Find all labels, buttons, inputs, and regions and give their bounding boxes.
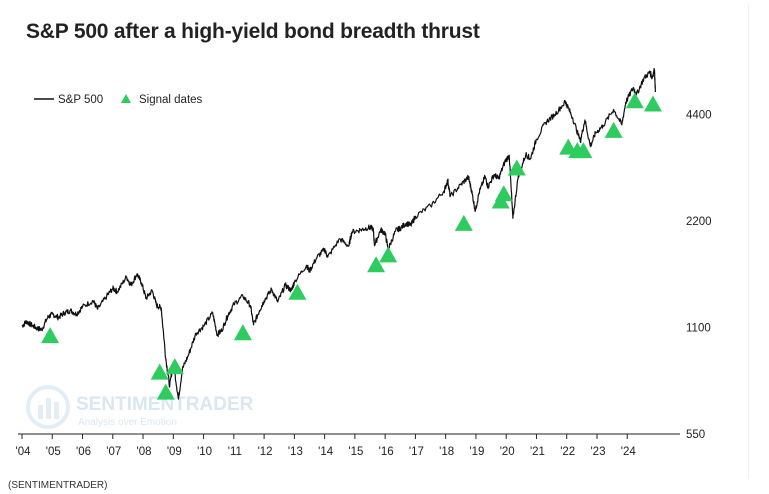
legend-triangle-swatch — [121, 94, 131, 103]
x-tick-label: '23 — [590, 446, 605, 458]
y-tick-label: 550 — [686, 429, 705, 441]
signal-markers — [41, 92, 662, 400]
signal-marker — [165, 358, 184, 375]
sp500-line — [21, 67, 656, 400]
signal-marker — [454, 214, 473, 231]
watermark-logo: SENTIMENTRADER Analysis over Emotion — [26, 385, 254, 429]
signal-marker — [379, 246, 398, 263]
signal-marker — [507, 159, 526, 176]
y-tick-label: 2200 — [686, 216, 712, 228]
x-tick-label: '12 — [258, 446, 273, 458]
signal-marker — [604, 121, 623, 138]
y-tick-label: 1100 — [686, 323, 711, 335]
chart-title: S&P 500 after a high-yield bond breadth … — [26, 20, 480, 43]
watermark-name: SENTIMENTRADER — [76, 394, 254, 415]
signal-marker — [367, 256, 386, 273]
x-tick-label: '16 — [379, 446, 394, 458]
y-axis-ticks: 550 1100 2200 4400 — [686, 110, 712, 441]
x-tick-label: '19 — [469, 446, 484, 458]
x-tick-label: '07 — [106, 446, 121, 458]
watermark-bar-3 — [54, 402, 59, 419]
x-tick-label: '09 — [167, 446, 182, 458]
x-tick-label: '21 — [530, 446, 545, 458]
x-tick-label: '20 — [500, 446, 515, 458]
x-tick-label: '10 — [197, 446, 212, 458]
x-tick-label: '15 — [348, 446, 363, 458]
x-tick-label: '11 — [228, 446, 242, 458]
x-axis-ticks: '04 '05 '06 '07 '08 '09 '10 '11 '12 '13 '14 '15 '16 '… — [16, 434, 637, 458]
source-note: (SENTIMENTRADER) — [8, 480, 108, 491]
watermark-tagline: Analysis over Emotion — [78, 417, 177, 428]
x-tick-label: '24 — [621, 446, 637, 458]
x-tick-label: '18 — [439, 446, 454, 458]
signal-marker — [625, 92, 644, 109]
watermark-bar-1 — [38, 405, 43, 419]
legend-label-signals: Signal dates — [139, 94, 203, 106]
x-tick-label: '06 — [76, 446, 91, 458]
signal-marker — [233, 324, 252, 341]
signal-marker — [150, 363, 169, 380]
legend-label-sp500: S&P 500 — [58, 94, 103, 106]
x-tick-label: '04 — [16, 446, 32, 458]
signal-marker — [156, 383, 175, 400]
x-tick-label: '08 — [137, 446, 152, 458]
legend: S&P 500 Signal dates — [34, 94, 203, 106]
x-tick-label: '05 — [46, 446, 61, 458]
x-tick-label: '22 — [560, 446, 575, 458]
x-tick-label: '14 — [318, 446, 334, 458]
signal-marker — [574, 142, 593, 159]
signal-marker — [288, 283, 307, 300]
x-tick-label: '13 — [288, 446, 303, 458]
watermark-circle — [26, 385, 70, 429]
signal-marker — [494, 185, 513, 202]
watermark-bar-2 — [46, 398, 51, 419]
y-tick-label: 4400 — [686, 110, 712, 122]
x-tick-label: '17 — [409, 446, 424, 458]
signal-marker — [643, 95, 662, 112]
signal-marker — [41, 327, 60, 344]
